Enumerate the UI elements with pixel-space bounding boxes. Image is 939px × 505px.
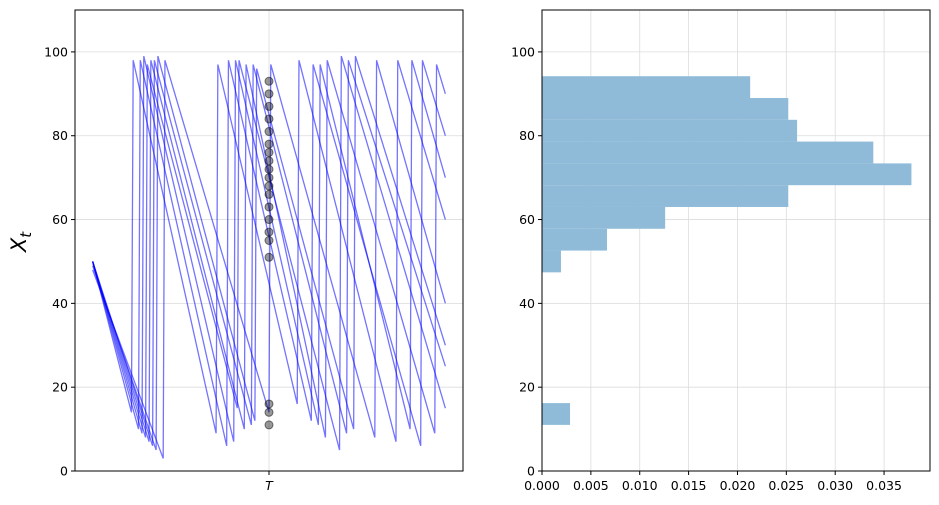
terminal-point bbox=[264, 114, 274, 124]
terminal-point bbox=[264, 227, 274, 237]
path-line bbox=[92, 55, 446, 451]
terminal-point bbox=[264, 89, 274, 99]
path-line bbox=[92, 60, 446, 442]
axes-frame bbox=[541, 9, 931, 472]
histogram-bar bbox=[542, 250, 561, 273]
y-tick-label: 80 bbox=[519, 128, 535, 143]
y-label-subscript: t bbox=[17, 231, 35, 238]
terminal-point bbox=[264, 173, 274, 183]
terminal-point bbox=[264, 156, 274, 166]
histogram-bar bbox=[542, 185, 789, 207]
y-tick-label: 40 bbox=[52, 296, 68, 311]
x-tick-label: 0.005 bbox=[573, 478, 609, 493]
y-tick-label: 60 bbox=[519, 212, 535, 227]
y-tick-label: 20 bbox=[52, 380, 68, 395]
path-line bbox=[92, 60, 446, 442]
y-tick-label: 60 bbox=[52, 212, 68, 227]
y-tick-label: 100 bbox=[44, 44, 68, 59]
x-tick-label: 0.015 bbox=[671, 478, 707, 493]
terminal-point bbox=[264, 399, 274, 409]
x-tick-label: 0.030 bbox=[817, 478, 853, 493]
terminal-point bbox=[264, 101, 274, 111]
terminal-point bbox=[264, 76, 274, 86]
terminal-point bbox=[264, 215, 274, 225]
histogram-bar bbox=[542, 163, 912, 186]
histogram-bar bbox=[542, 141, 874, 164]
terminal-point bbox=[264, 164, 274, 174]
y-tick-label: 100 bbox=[511, 44, 535, 59]
x-tick-label: 0.000 bbox=[524, 478, 560, 493]
path-line bbox=[92, 60, 446, 447]
terminal-point bbox=[264, 236, 274, 245]
terminal-point bbox=[264, 127, 274, 137]
path-line bbox=[92, 55, 446, 442]
x-tick-label: 0.010 bbox=[622, 478, 658, 493]
terminal-point bbox=[264, 407, 274, 417]
terminal-point bbox=[264, 139, 274, 149]
histogram-bar bbox=[542, 228, 607, 251]
x-tick-label: 0.020 bbox=[720, 478, 756, 493]
terminal-point bbox=[264, 420, 274, 430]
y-tick-label: 0 bbox=[60, 464, 68, 479]
x-tick-label: 0.025 bbox=[768, 478, 804, 493]
histogram-bar bbox=[542, 98, 789, 120]
y-tick-label: 40 bbox=[519, 296, 535, 311]
terminal-point bbox=[264, 202, 274, 212]
y-tick-label: 0 bbox=[527, 464, 535, 479]
histogram-bar bbox=[542, 206, 666, 229]
y-tick-label: 20 bbox=[519, 380, 535, 395]
terminal-point bbox=[264, 147, 274, 157]
terminal-point bbox=[264, 252, 274, 262]
histogram-bar bbox=[542, 119, 798, 142]
path-line bbox=[92, 60, 446, 459]
axes-frame bbox=[74, 9, 464, 472]
y-tick-label: 80 bbox=[52, 128, 68, 143]
histogram-bar bbox=[542, 76, 751, 99]
terminal-point bbox=[264, 181, 274, 191]
histogram-bar bbox=[542, 403, 571, 425]
x-tick-label: T bbox=[265, 478, 274, 493]
terminal-point bbox=[264, 189, 274, 199]
y-axis-label: Xt bbox=[7, 231, 35, 253]
x-tick-label: 0.035 bbox=[866, 478, 902, 493]
path-line bbox=[92, 55, 446, 451]
y-label-base: X bbox=[7, 237, 31, 253]
